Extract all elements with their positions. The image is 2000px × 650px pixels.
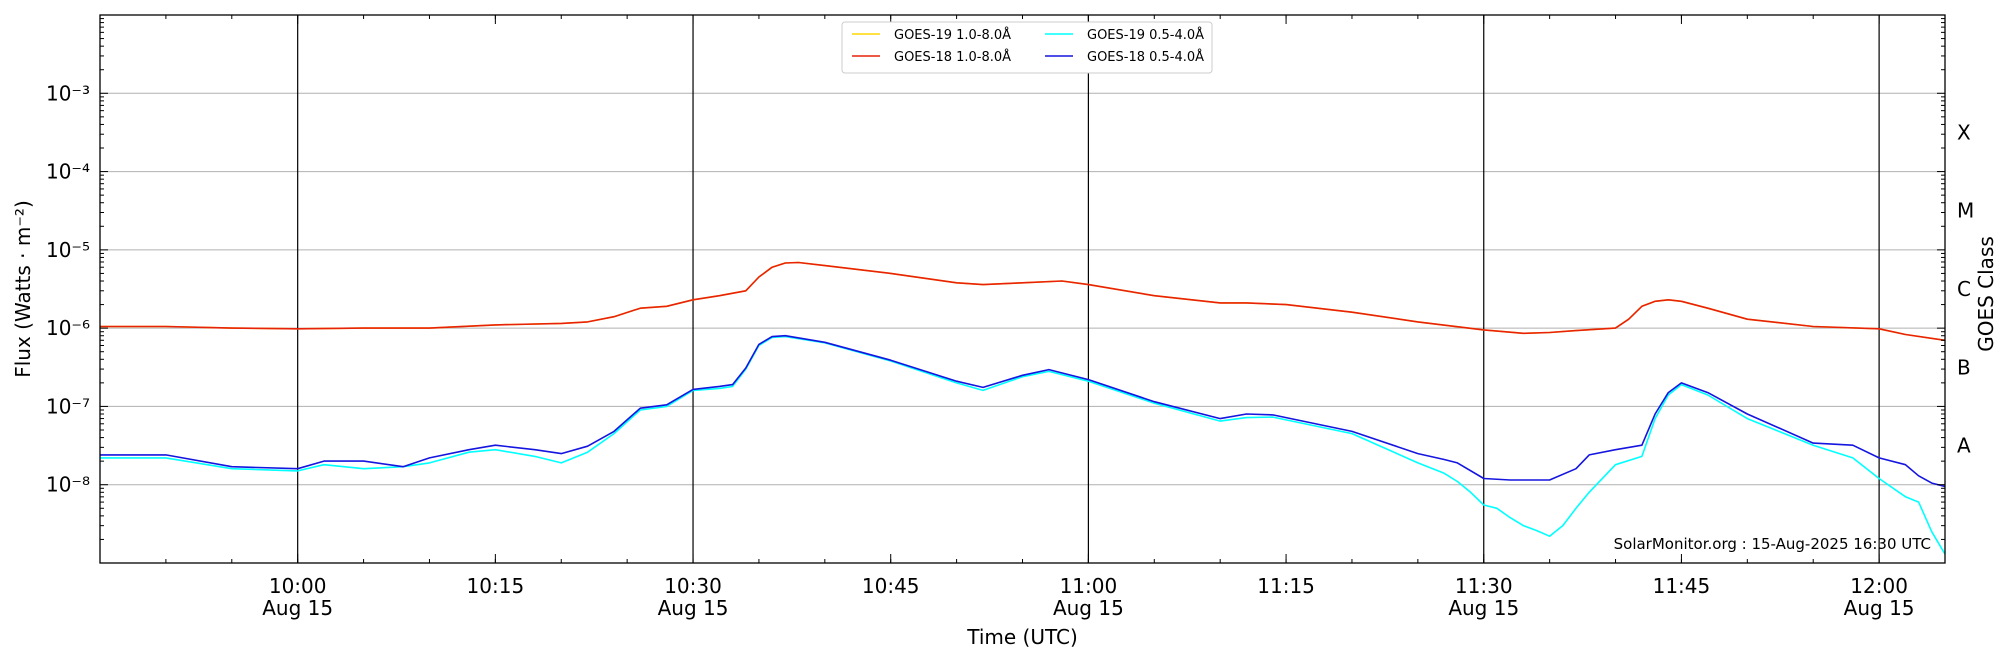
- legend-label: GOES-19 1.0-8.0Å: [894, 27, 1011, 43]
- legend-label: GOES-18 0.5-4.0Å: [1087, 49, 1204, 65]
- y-tick-label: 10⁻⁶: [46, 316, 90, 340]
- x-tick-label: 12:00: [1850, 574, 1908, 598]
- goes-class-label: M: [1957, 199, 1974, 223]
- goes-class-label: X: [1957, 120, 1971, 144]
- chart-legend: GOES-19 1.0-8.0Å GOES-18 1.0-8.0Å GOES-19 …: [841, 21, 1213, 74]
- x-tick-sublabel: Aug 15: [1448, 596, 1519, 620]
- y-tick-label: 10⁻³: [46, 81, 90, 105]
- series-line: [100, 335, 1945, 555]
- grid-lines: [100, 15, 1945, 563]
- x-tick-sublabel: Aug 15: [1844, 596, 1915, 620]
- legend-label: GOES-18 1.0-8.0Å: [894, 49, 1011, 65]
- y-tick-label: 10⁻⁴: [46, 160, 90, 184]
- goes-class-label: B: [1957, 355, 1971, 379]
- x-tick-label: 11:00: [1060, 574, 1118, 598]
- x-tick-label: 11:15: [1257, 574, 1315, 598]
- x-tick-label: 10:45: [862, 574, 920, 598]
- x-tick-label: 10:15: [467, 574, 525, 598]
- x-tick-sublabel: Aug 15: [1053, 596, 1124, 620]
- x-axis-label: Time (UTC): [966, 625, 1078, 649]
- goes-class-label: C: [1957, 277, 1971, 301]
- y-axis-label: Flux (Watts · m⁻²): [11, 200, 35, 378]
- legend-label: GOES-19 0.5-4.0Å: [1087, 27, 1204, 43]
- y-tick-label: 10⁻⁷: [46, 394, 90, 418]
- y-tick-label: 10⁻⁸: [46, 473, 90, 497]
- series-line: [100, 334, 1945, 488]
- series-lines: [100, 261, 1945, 555]
- solarmonitor-annotation: SolarMonitor.org : 15-Aug-2025 16:30 UTC: [1614, 535, 1931, 553]
- goes-class-label: A: [1957, 434, 1971, 458]
- x-tick-sublabel: Aug 15: [658, 596, 729, 620]
- x-tick-label: 11:45: [1653, 574, 1711, 598]
- plot-frame: [99, 14, 1946, 564]
- plot-area: [100, 261, 1945, 555]
- x-tick-label: 10:30: [664, 574, 722, 598]
- legend-box: [841, 21, 1213, 74]
- y-tick-label: 10⁻⁵: [46, 238, 90, 262]
- x-tick-label: 11:30: [1455, 574, 1513, 598]
- series-line: [100, 261, 1945, 342]
- goes-class-axis-label: GOES Class: [1974, 236, 1998, 352]
- x-tick-sublabel: Aug 15: [262, 596, 333, 620]
- x-tick-label: 10:00: [269, 574, 327, 598]
